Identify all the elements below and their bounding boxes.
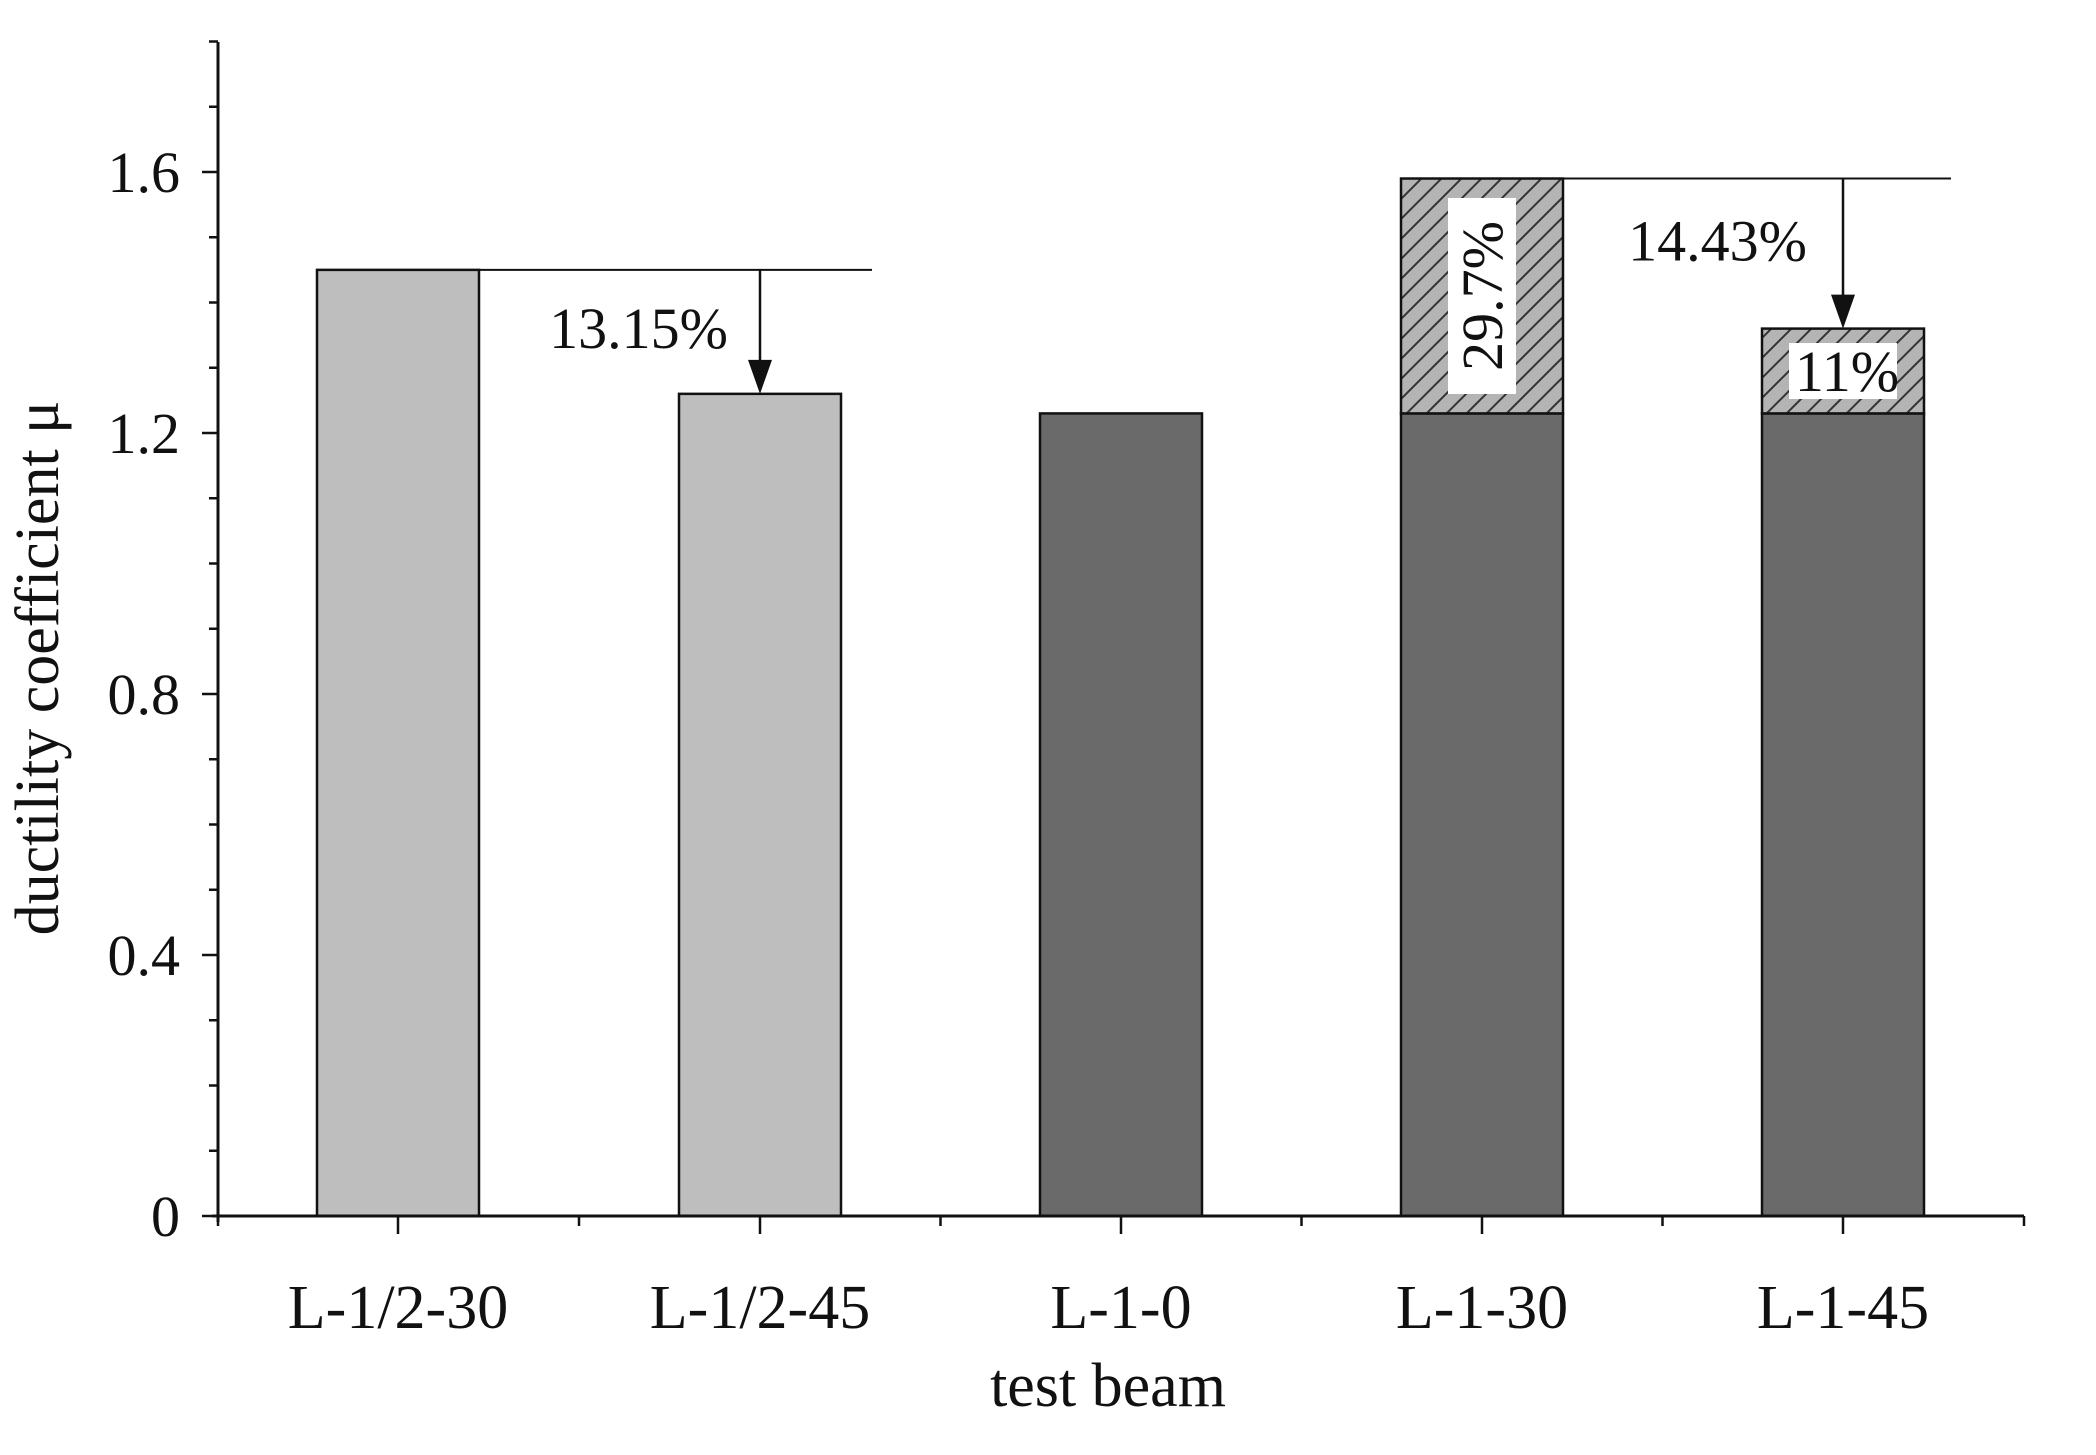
increment-label-bg: [1448, 197, 1516, 394]
y-axis-title: ductility coefficient μ: [4, 401, 72, 936]
bar-l-1-2-30: [315, 268, 481, 1218]
drop-annotation-label: 14.43%: [1628, 209, 1807, 274]
bar-l-1-2-45: [677, 392, 843, 1218]
y-tick-label: 0: [151, 1184, 180, 1249]
drop-arrow-head: [1831, 294, 1855, 329]
bar-l-1-45: [1760, 412, 1926, 1218]
x-axis-title: test beam: [990, 1352, 1226, 1420]
x-category-label: L-1-45: [1757, 1274, 1929, 1342]
bar-l-1-0: [1038, 412, 1204, 1218]
y-tick-label: 0.4: [108, 923, 181, 988]
x-category-label: L-1-0: [1050, 1274, 1191, 1342]
x-category-label: L-1/2-45: [650, 1274, 870, 1342]
y-tick-label: 1.6: [108, 140, 181, 205]
x-category-label: L-1/2-30: [288, 1274, 508, 1342]
increment-annotation-label: 11%: [1795, 339, 1899, 404]
y-tick-label: 0.8: [108, 662, 181, 727]
y-tick-label: 1.2: [108, 401, 181, 466]
drop-annotation-label: 13.15%: [549, 296, 728, 361]
increment-label-bg: [1789, 343, 1897, 400]
bar-l-1-30: [1399, 412, 1565, 1218]
x-category-label: L-1-30: [1396, 1274, 1568, 1342]
increment-annotation-label: 29.7%: [1450, 221, 1515, 371]
drop-arrow-head: [748, 359, 772, 394]
